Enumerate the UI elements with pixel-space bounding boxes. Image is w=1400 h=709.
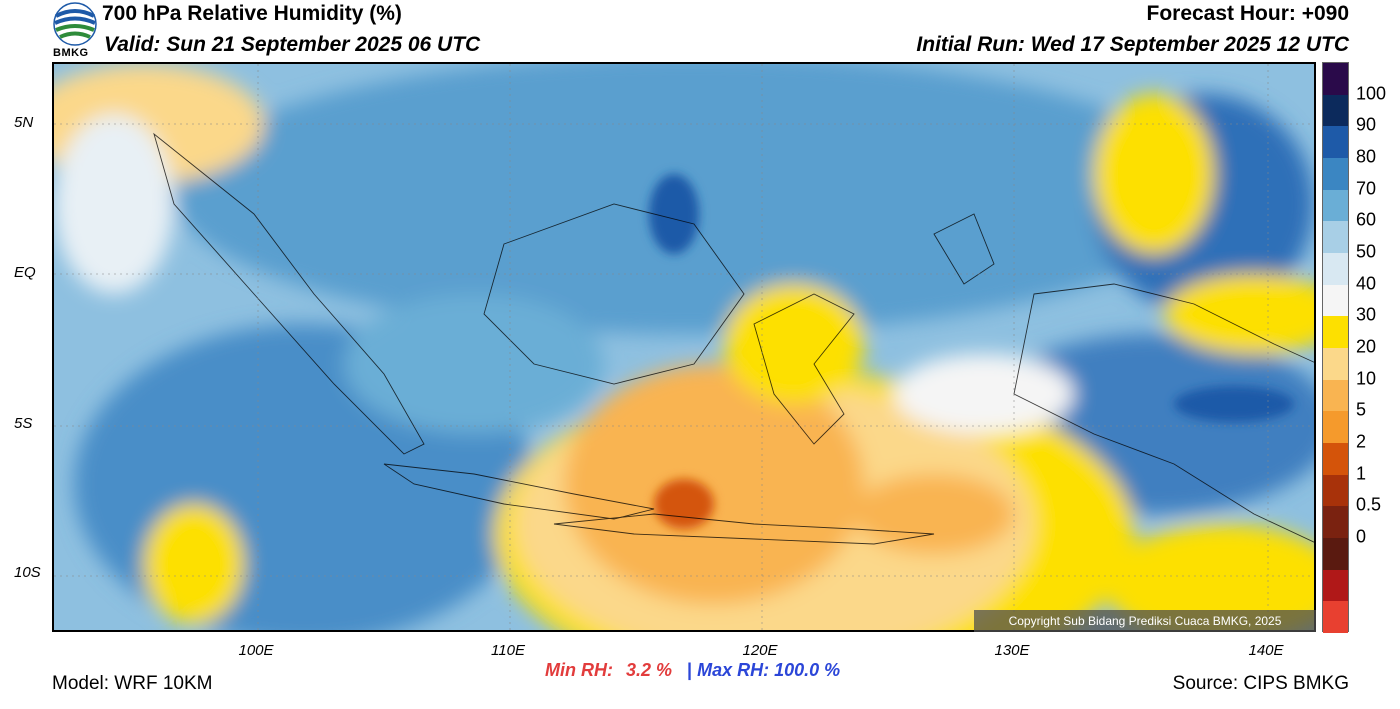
colorbar-segment [1323, 126, 1348, 159]
colorbar-label: 2 [1356, 431, 1367, 452]
lon-label-130e: 130E [994, 642, 1030, 659]
rh-stats: Min RH: 3.2 % | Max RH: 100.0 % [545, 660, 840, 681]
dry-region-southeast [1104, 524, 1314, 630]
colorbar-label: 10 [1356, 368, 1377, 389]
forecast-hour: Forecast Hour: +090 [1146, 2, 1350, 25]
colorbar-segment [1323, 348, 1348, 381]
colorbar-label: 60 [1356, 209, 1377, 230]
colorbar-segment [1323, 379, 1348, 412]
dry-patch-southwest [144, 504, 244, 624]
colorbar-label: 1 [1356, 463, 1367, 484]
humidity-field [54, 64, 1314, 630]
dry-patch-northeast [1164, 274, 1314, 354]
moist-core-papua [1174, 386, 1294, 422]
colorbar-label: 100 [1356, 83, 1387, 104]
lon-label-110e: 110E [491, 642, 525, 659]
copyright-note: Copyright Sub Bidang Prediksi Cuaca BMKG… [974, 610, 1316, 632]
lat-label-eq: EQ [14, 264, 36, 281]
colorbar-label: 80 [1356, 146, 1377, 167]
colorbar-label: 70 [1356, 178, 1377, 199]
colorbar-segment [1323, 474, 1348, 507]
colorbar-segment [1323, 316, 1348, 349]
source-label: Source: CIPS BMKG [1172, 673, 1349, 694]
colorbar-segment [1323, 158, 1348, 191]
colorbar-label: 30 [1356, 304, 1377, 325]
stats-separator: | [687, 660, 693, 680]
valid-time: Valid: Sun 21 September 2025 06 UTC [104, 33, 481, 56]
colorbar-segment [1323, 411, 1348, 444]
dry-core-timor [854, 474, 1014, 554]
model-label: Model: WRF 10KM [52, 673, 213, 694]
colorbar-label: 50 [1356, 241, 1377, 262]
colorbar-segment [1323, 569, 1348, 602]
colorbar-label: 90 [1356, 114, 1377, 135]
humidity-map [52, 62, 1316, 632]
colorbar-label: 0 [1356, 526, 1367, 547]
humid-region-java-sea [344, 294, 604, 434]
dry-band-pacific [1094, 94, 1214, 254]
graticule [54, 64, 1314, 630]
colorbar-label: 0.5 [1356, 494, 1382, 515]
lon-label-120e: 120E [742, 642, 778, 659]
coastlines [153, 132, 1314, 545]
colorbar-label: 20 [1356, 336, 1377, 357]
colorbar-segment [1323, 601, 1348, 634]
colorbar [1322, 62, 1349, 634]
colorbar-segment [1323, 253, 1348, 286]
colorbar-segment [1323, 221, 1348, 254]
lat-label-5s: 5S [14, 415, 33, 432]
colorbar-segment [1323, 538, 1348, 571]
colorbar-segment [1323, 443, 1348, 476]
min-rh-label: Min RH: [545, 660, 613, 680]
lat-label-10s: 10S [14, 564, 41, 581]
colorbar-segment [1323, 94, 1348, 127]
colorbar-segment [1323, 63, 1348, 96]
initial-run: Initial Run: Wed 17 September 2025 12 UT… [916, 33, 1349, 56]
moist-core-borneo [649, 174, 699, 254]
moist-band-banda [894, 354, 1074, 434]
moist-region-west [54, 114, 174, 294]
lon-label-100e: 100E [238, 642, 274, 659]
min-rh-value: 3.2 % [626, 660, 673, 680]
map-title: 700 hPa Relative Humidity (%) [102, 2, 402, 25]
colorbar-label: 40 [1356, 273, 1377, 294]
colorbar-segment [1323, 284, 1348, 317]
logo-text: BMKG [53, 47, 89, 59]
lat-label-5n: 5N [14, 114, 34, 131]
colorbar-segment [1323, 506, 1348, 539]
max-rh-label: Max RH: [697, 660, 770, 680]
max-rh-value: 100.0 % [774, 660, 841, 680]
colorbar-segment [1323, 189, 1348, 222]
very-dry-core [654, 479, 714, 529]
colorbar-label: 5 [1356, 399, 1367, 420]
dry-patch-sulawesi [724, 284, 864, 404]
dry-core-flores [564, 364, 864, 604]
bmkg-logo [53, 2, 97, 46]
lon-label-140e: 140E [1248, 642, 1284, 659]
